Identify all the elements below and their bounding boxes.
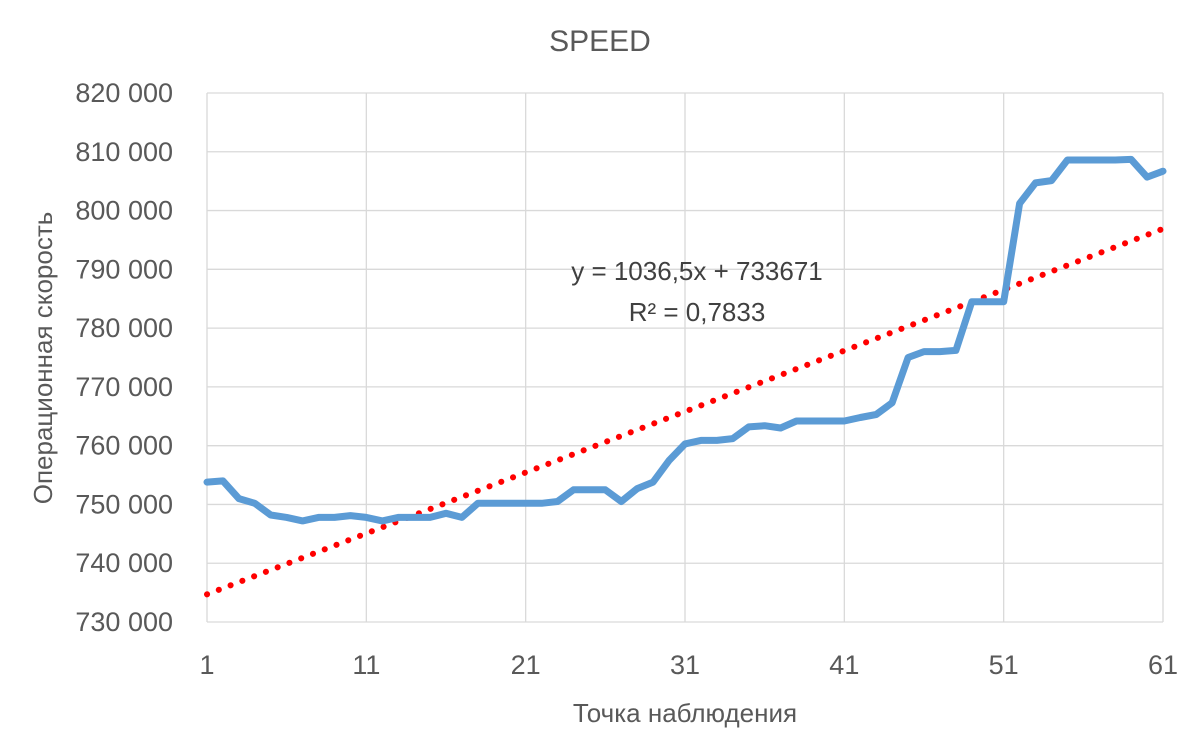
trendline-r2: R² = 0,7833	[629, 297, 766, 327]
x-tick-label: 11	[352, 650, 380, 680]
x-tick-label: 31	[670, 650, 700, 680]
y-tick-label: 790 000	[75, 254, 173, 284]
grid	[206, 92, 1164, 623]
y-tick-label: 780 000	[75, 313, 173, 343]
y-tick-label: 810 000	[75, 137, 173, 167]
axes: 730 000 740 000 750 000 760 000 770 000 780 0…	[75, 78, 1178, 680]
y-tick-label: 750 000	[75, 489, 173, 519]
y-tick-label: 730 000	[75, 607, 173, 637]
series	[203, 155, 1167, 525]
x-tick-label: 41	[829, 650, 859, 680]
y-tick-label: 760 000	[75, 431, 173, 461]
x-tick-label: 51	[989, 650, 1019, 680]
series-line	[203, 155, 1167, 525]
x-axis-label: Точка наблюдения	[573, 698, 797, 728]
x-tick-label: 61	[1148, 650, 1178, 680]
x-tick-label: 21	[511, 650, 541, 680]
y-tick-label: 770 000	[75, 372, 173, 402]
y-axis-label: Операционная скорость	[28, 212, 58, 505]
y-tick-label: 740 000	[75, 548, 173, 578]
y-tick-label: 800 000	[75, 196, 173, 226]
y-tick-label: 820 000	[75, 78, 173, 108]
x-tick-label: 1	[199, 650, 214, 680]
chart-title: SPEED	[549, 25, 651, 58]
trendline-equation: y = 1036,5x + 733671	[571, 256, 823, 286]
